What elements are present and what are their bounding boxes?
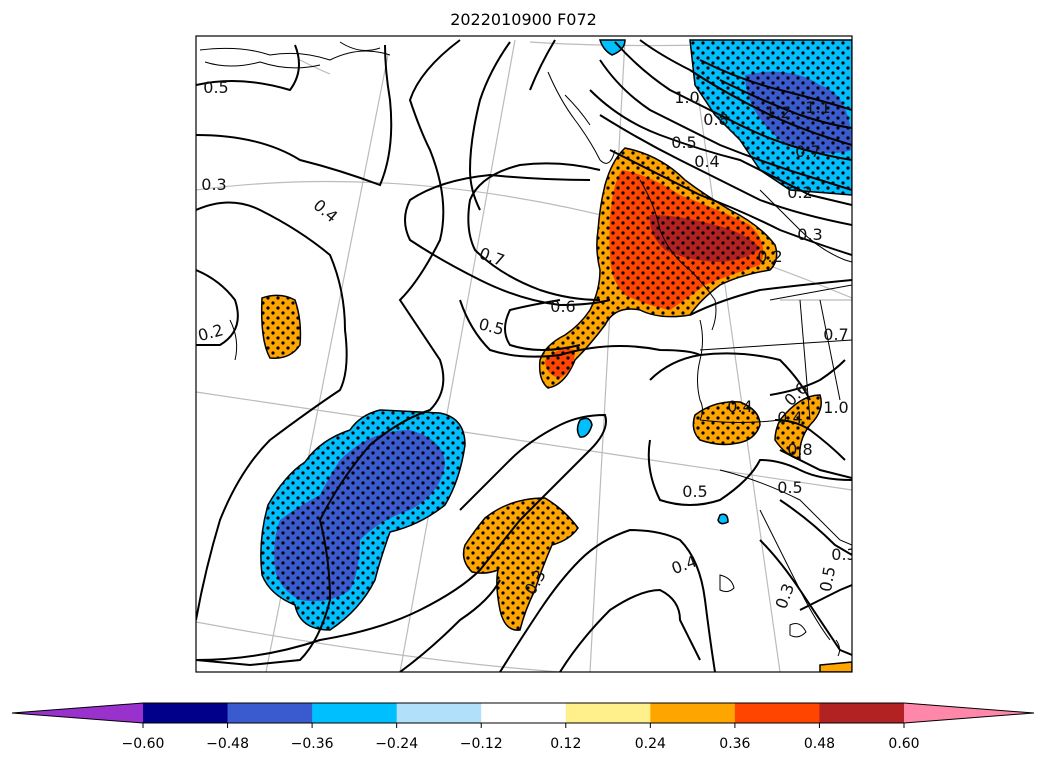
contour-label: 1.1 — [805, 98, 830, 117]
contour-label: 0.6 — [550, 297, 575, 316]
colorbar-bin — [565, 703, 651, 723]
positive-region-corner — [819, 661, 852, 672]
colorbar-bin — [312, 703, 398, 723]
map-title: 2022010900 F072 — [450, 10, 597, 29]
contour-label: 0.2 — [787, 183, 812, 202]
contour-label: 1.0 — [823, 398, 848, 417]
colorbar: −0.60 −0.48 −0.36 −0.24 −0.12 0.12 0.24 0.36 0.4… — [11, 702, 1035, 752]
colorbar-tick-label: 0.24 — [635, 736, 666, 752]
contour-label: 0.7 — [823, 325, 848, 344]
colorbar-bins — [143, 703, 905, 723]
map-frame — [195, 35, 853, 673]
negative-small-a — [576, 417, 593, 438]
colorbar-tick-label: −0.36 — [291, 736, 334, 752]
colorbar-tick-label: 0.48 — [804, 736, 835, 752]
contour-label: 0.4 — [694, 152, 719, 171]
colorbar-under-arrow — [12, 703, 143, 723]
colorbar-tick-label: −0.48 — [206, 736, 249, 752]
contour-label: 0.4 — [727, 397, 752, 416]
colorbar-tick-label: 0.12 — [550, 736, 581, 752]
contour-label: 0.5 — [777, 478, 802, 497]
contour-label: 0.2 — [757, 247, 782, 266]
colorbar-bin — [481, 703, 567, 723]
colorbar-tick-label: −0.60 — [122, 736, 165, 752]
significance-stippling — [260, 40, 852, 631]
colorbar-bin — [734, 703, 820, 723]
colorbar-tick-label: −0.24 — [375, 736, 418, 752]
colorbar-tick-label: 0.60 — [888, 736, 919, 752]
contour-label: 1.0 — [674, 88, 699, 107]
contour-label: 0.3 — [201, 175, 226, 194]
contour-label: 0.3 — [797, 225, 822, 244]
contour-label: 0.5 — [682, 482, 707, 501]
colorbar-bin — [819, 703, 905, 723]
colorbar-ticks: −0.60 −0.48 −0.36 −0.24 −0.12 0.12 0.24 0.36 0.4… — [122, 723, 920, 752]
contour-label: 0.3 — [831, 545, 856, 564]
colorbar-bin — [396, 703, 482, 723]
contour-label: 0.5 — [671, 133, 696, 152]
map-content: 0.50.30.40.20.70.60.51.00.80.50.41.2 1.10… — [196, 39, 856, 672]
contour-label: 0.8 — [787, 440, 812, 459]
contour-label: 0.4 — [777, 408, 802, 427]
contour-label: 1.2 — [765, 103, 790, 122]
contour-lines — [196, 39, 852, 672]
negative-region-small-top — [598, 39, 626, 56]
contour-label: 0.5 — [203, 78, 228, 97]
colorbar-tick-label: 0.36 — [719, 736, 750, 752]
colorbar-over-arrow — [904, 703, 1034, 723]
colorbar-bin — [227, 703, 313, 723]
colorbar-bin — [143, 703, 229, 723]
contour-label: 0.5 — [816, 565, 839, 593]
colorbar-tick-label: −0.12 — [460, 736, 503, 752]
contour-label: 0.7 — [795, 142, 820, 161]
contour-label: 0.8 — [703, 110, 728, 129]
colorbar-bin — [650, 703, 736, 723]
negative-small-b — [717, 513, 729, 525]
